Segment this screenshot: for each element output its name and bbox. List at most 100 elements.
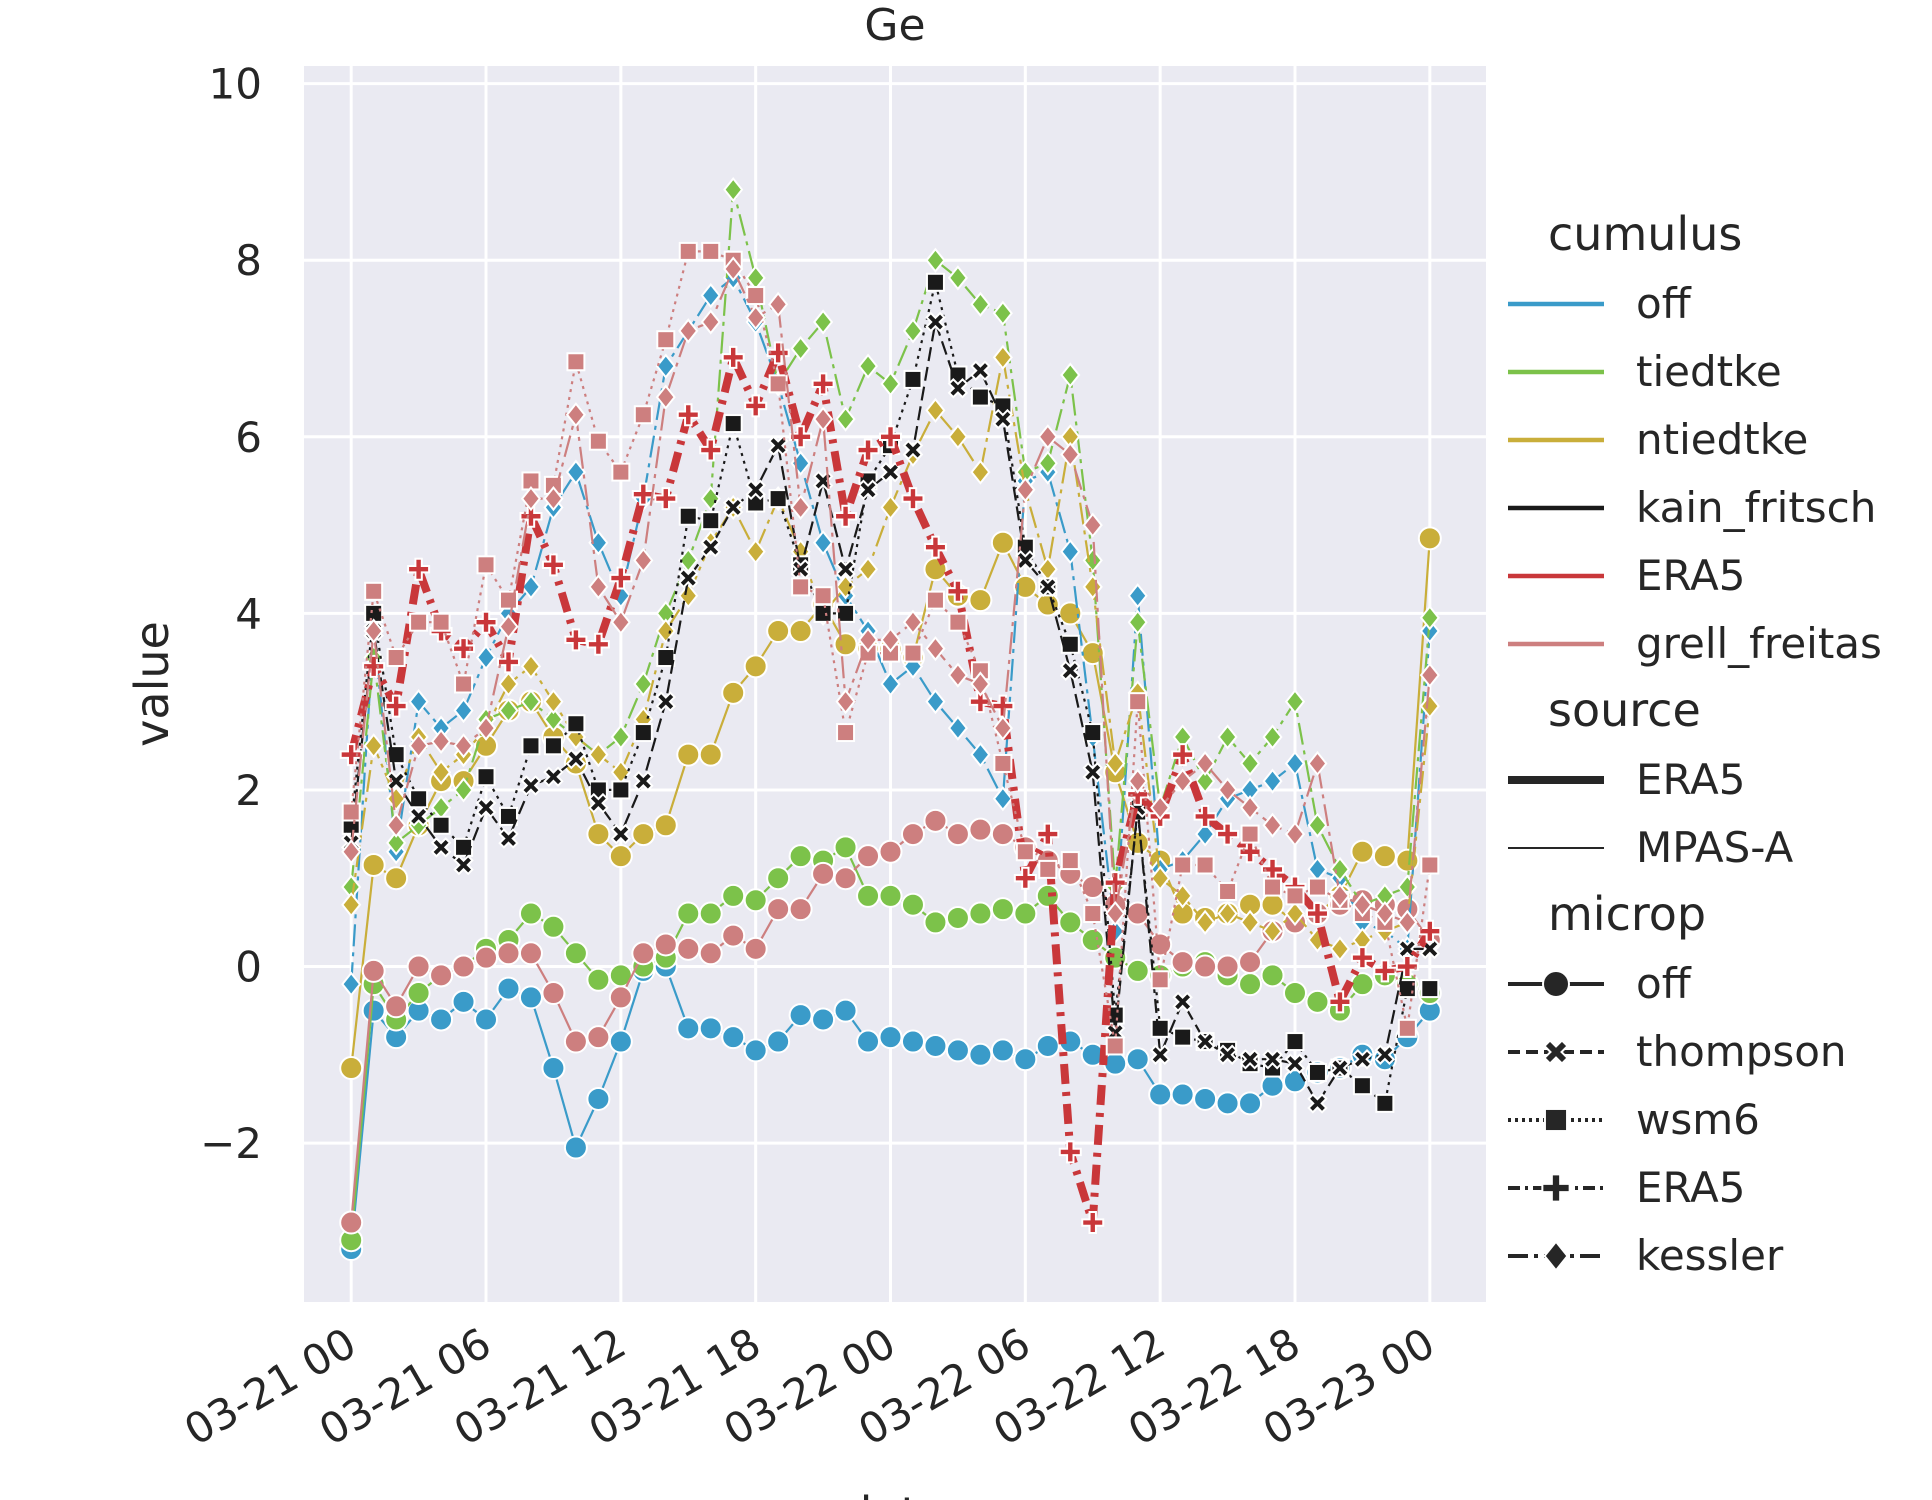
data-point <box>1083 904 1103 924</box>
series-ERA5-ERA5 <box>339 341 1442 1235</box>
data-point <box>543 689 564 715</box>
data-point <box>1329 1057 1351 1079</box>
data-point <box>1060 851 1080 871</box>
data-point <box>361 998 386 1023</box>
legend-marker <box>1543 1107 1569 1133</box>
data-point <box>857 479 879 501</box>
data-point <box>1150 1018 1170 1038</box>
data-point <box>1058 601 1083 626</box>
data-point <box>1060 660 1081 682</box>
data-point <box>1239 909 1261 935</box>
data-point <box>678 241 698 261</box>
data-point <box>1194 1031 1216 1052</box>
data-point <box>788 844 813 869</box>
data-point <box>1082 512 1103 538</box>
data-point <box>339 1056 364 1081</box>
data-point <box>430 837 452 858</box>
data-point <box>968 1042 993 1067</box>
data-point <box>363 733 384 759</box>
data-point <box>925 689 946 715</box>
data-point <box>1260 892 1285 917</box>
data-point <box>1173 855 1193 875</box>
data-point <box>1329 856 1351 883</box>
data-point <box>903 643 923 663</box>
data-point <box>1307 750 1328 777</box>
data-point <box>453 854 474 876</box>
data-point <box>452 637 476 661</box>
data-point <box>1105 1036 1125 1056</box>
data-point <box>947 715 969 741</box>
data-point <box>745 305 766 331</box>
data-point <box>498 590 518 610</box>
data-point <box>1352 1076 1372 1096</box>
data-point <box>1373 959 1397 983</box>
data-point <box>1217 724 1238 750</box>
data-point <box>1262 768 1283 794</box>
data-point <box>451 989 476 1014</box>
data-point <box>566 352 586 372</box>
data-point <box>990 1038 1015 1063</box>
data-point <box>386 786 407 812</box>
data-point <box>586 822 611 847</box>
data-point <box>611 462 631 482</box>
data-point <box>341 802 361 822</box>
data-point <box>1307 1093 1328 1114</box>
data-point <box>721 883 746 908</box>
legend-label: ERA5 <box>1636 551 1745 600</box>
data-point <box>788 1003 813 1028</box>
legend-label: ERA5 <box>1636 1163 1745 1212</box>
data-point <box>631 482 655 506</box>
data-point <box>586 1025 611 1050</box>
data-point <box>925 311 946 333</box>
data-point <box>429 1007 454 1032</box>
data-point <box>655 353 676 379</box>
data-point <box>813 586 833 606</box>
data-point <box>947 662 969 688</box>
data-point <box>723 414 743 434</box>
data-point <box>518 901 543 926</box>
data-point <box>543 706 564 732</box>
data-point <box>880 371 901 397</box>
data-point <box>676 1016 701 1041</box>
series-layer <box>339 176 1442 1262</box>
data-point <box>362 654 386 678</box>
data-point <box>1036 822 1060 846</box>
data-point <box>1282 1069 1307 1094</box>
data-point <box>948 612 968 632</box>
legend-label: ntiedtke <box>1636 415 1808 464</box>
data-point <box>990 530 1015 555</box>
data-point <box>1035 883 1060 908</box>
legend-marker <box>1541 1173 1571 1203</box>
data-point <box>564 628 588 652</box>
data-point <box>992 408 1014 430</box>
data-point <box>1105 900 1126 927</box>
data-point <box>1216 822 1240 846</box>
data-point <box>990 822 1015 847</box>
data-point <box>608 844 633 869</box>
data-point <box>1037 576 1059 598</box>
data-point <box>1215 1091 1240 1116</box>
legend-marker <box>1543 1039 1569 1065</box>
data-point <box>1285 1032 1305 1052</box>
data-point <box>1282 981 1307 1005</box>
data-point <box>1238 840 1262 864</box>
x-axis-label: date <box>843 1487 947 1500</box>
data-point <box>1170 950 1195 975</box>
data-point <box>520 689 542 715</box>
data-point <box>723 256 744 282</box>
data-point <box>970 291 991 317</box>
data-point <box>498 697 519 724</box>
y-tick-label: 4 <box>235 589 262 638</box>
data-point <box>1372 844 1397 869</box>
data-point <box>565 459 586 485</box>
data-point <box>610 823 632 845</box>
data-point <box>1260 963 1285 988</box>
data-point <box>520 653 542 679</box>
data-point <box>1307 877 1327 897</box>
data-point <box>721 923 746 948</box>
data-point <box>430 728 452 754</box>
legend-label: off <box>1636 279 1692 328</box>
y-tick-label: 0 <box>235 943 262 992</box>
data-point <box>408 689 429 715</box>
